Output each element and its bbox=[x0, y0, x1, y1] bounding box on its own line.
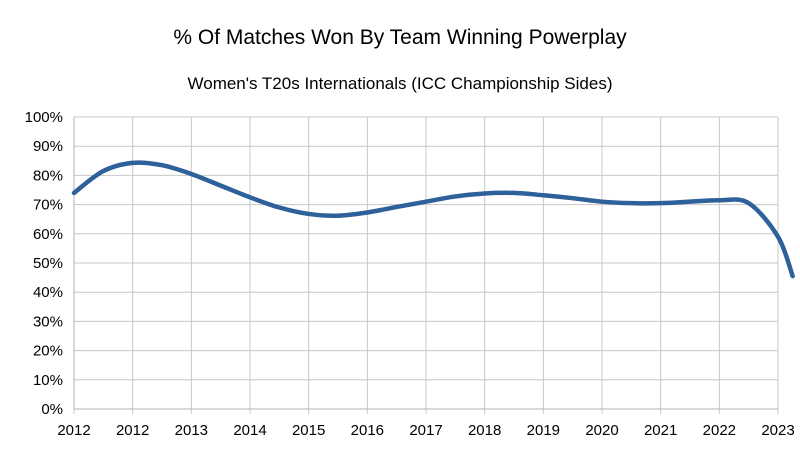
y-tick-label: 60% bbox=[33, 226, 63, 243]
y-tick-label: 100% bbox=[25, 109, 63, 126]
y-tick-label: 10% bbox=[33, 372, 63, 389]
chart-title: % Of Matches Won By Team Winning Powerpl… bbox=[173, 26, 627, 49]
x-tick-label: 2021 bbox=[644, 422, 677, 439]
x-tick-label: 2017 bbox=[409, 422, 442, 439]
y-tick-label: 30% bbox=[33, 313, 63, 330]
series-line bbox=[71, 160, 795, 279]
y-tick-label: 80% bbox=[33, 167, 63, 184]
x-tick-label: 2012 bbox=[57, 422, 90, 439]
y-tick-label: 90% bbox=[33, 138, 63, 155]
axes bbox=[73, 117, 778, 410]
x-tick-label: 2016 bbox=[351, 422, 384, 439]
x-tick-label: 2022 bbox=[703, 422, 736, 439]
chart-subtitle: Women's T20s Internationals (ICC Champio… bbox=[188, 74, 613, 93]
y-tick-label: 40% bbox=[33, 284, 63, 301]
x-axis-tick-labels: 2012 2012 2013 2014 2015 2016 2017 2018 2019 2020… bbox=[57, 422, 794, 439]
y-tick-label: 50% bbox=[33, 255, 63, 272]
y-tick-label: 0% bbox=[41, 401, 63, 418]
gridlines bbox=[73, 116, 779, 414]
x-tick-label: 2018 bbox=[468, 422, 501, 439]
y-axis-tick-labels: 0% 10% 20% 30% 40% 50% 60% 70% 80% 90% 100% bbox=[25, 109, 63, 418]
x-tick-label: 2013 bbox=[175, 422, 208, 439]
y-tick-label: 20% bbox=[33, 343, 63, 360]
series-layer bbox=[71, 160, 795, 279]
x-tick-label: 2014 bbox=[233, 422, 266, 439]
y-tick-label: 70% bbox=[33, 197, 63, 214]
x-tick-label: 2012 bbox=[116, 422, 149, 439]
x-tick-label: 2019 bbox=[527, 422, 560, 439]
x-tick-label: 2023 bbox=[761, 422, 794, 439]
x-tick-label: 2020 bbox=[585, 422, 618, 439]
x-tick-label: 2015 bbox=[292, 422, 325, 439]
